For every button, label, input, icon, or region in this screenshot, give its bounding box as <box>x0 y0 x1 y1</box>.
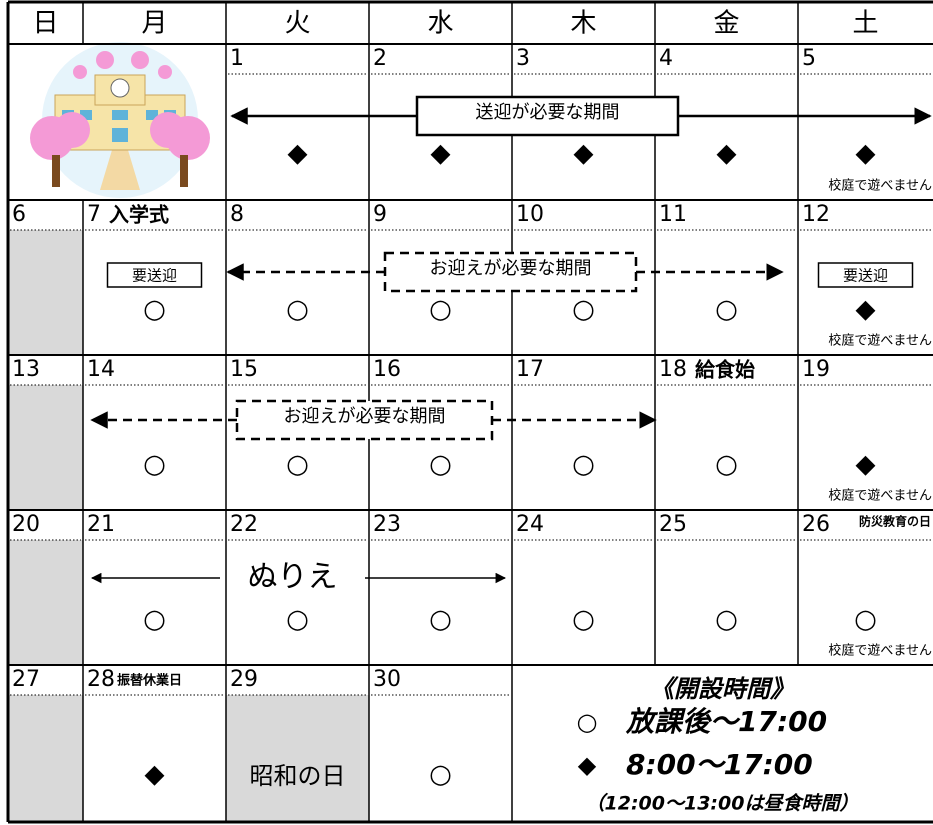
date: 10 <box>516 202 544 227</box>
weekday: 月 <box>141 9 167 39</box>
band-label: 送迎が必要な期間 <box>476 102 620 123</box>
band-box <box>383 251 638 293</box>
date: 3 <box>516 46 530 71</box>
date: 13 <box>12 357 40 382</box>
date: 22 <box>230 512 258 537</box>
mark: ○ <box>143 450 166 480</box>
date: 8 <box>230 202 244 227</box>
band-label: ぬりえ <box>248 560 338 595</box>
date: 7 <box>87 202 101 227</box>
date: 14 <box>87 357 115 382</box>
legend-title: 《開設時間》 <box>650 675 794 703</box>
closed-cell <box>8 230 83 355</box>
mark: ○ <box>429 450 452 480</box>
weekday: 木 <box>570 9 596 39</box>
mark: ○ <box>715 295 738 325</box>
mark: ○ <box>286 605 309 635</box>
event: 防災教育の日 <box>859 514 931 529</box>
mark: ○ <box>286 295 309 325</box>
date: 30 <box>373 667 401 692</box>
legend-symbol: ◆ <box>578 751 597 779</box>
mark: ○ <box>715 605 738 635</box>
mark: ○ <box>143 295 166 325</box>
date: 29 <box>230 667 258 692</box>
note: 校庭で遊べません <box>828 488 932 504</box>
weekday: 火 <box>284 9 310 39</box>
date: 17 <box>516 357 544 382</box>
band-box <box>235 399 494 441</box>
school-illustration <box>30 42 210 198</box>
closed-cell <box>226 695 369 822</box>
mark: ○ <box>286 450 309 480</box>
weekday: 水 <box>427 9 453 39</box>
band-label: お迎えが必要な期間 <box>430 258 592 279</box>
mark: ◆ <box>574 139 594 169</box>
legend-text: 放課後～17:00 <box>625 705 827 738</box>
date: 15 <box>230 357 258 382</box>
event: 振替休業日 <box>117 673 182 689</box>
mark: ○ <box>429 760 452 790</box>
date: 23 <box>373 512 401 537</box>
mark: ○ <box>572 605 595 635</box>
closed-cell <box>8 695 83 822</box>
holiday: 昭和の日 <box>250 762 346 790</box>
date: 11 <box>659 202 687 227</box>
legend-note: （12:00～13:00は昼食時間） <box>586 793 859 815</box>
note: 校庭で遊べません <box>828 333 932 349</box>
note: 校庭で遊べません <box>828 178 932 194</box>
tag: 要送迎 <box>843 267 888 285</box>
weekday: 金 <box>713 9 739 39</box>
date: 24 <box>516 512 544 537</box>
closed-cell <box>8 540 83 665</box>
date: 9 <box>373 202 387 227</box>
band-label: お迎えが必要な期間 <box>284 406 446 427</box>
date: 6 <box>12 202 26 227</box>
date: 1 <box>230 46 244 71</box>
date: 19 <box>802 357 830 382</box>
mark: ◆ <box>856 139 876 169</box>
mark: ◆ <box>856 450 876 480</box>
date: 20 <box>12 512 40 537</box>
mark: ◆ <box>856 295 876 325</box>
legend-symbol: ○ <box>577 708 598 736</box>
tag-box <box>106 262 203 288</box>
event: 入学式 <box>109 203 169 227</box>
mark: ○ <box>429 295 452 325</box>
band-box <box>415 95 680 137</box>
note: 校庭で遊べません <box>828 643 932 659</box>
date: 5 <box>802 46 816 71</box>
weekday: 土 <box>852 9 878 39</box>
tag: 要送迎 <box>132 267 177 285</box>
mark: ○ <box>572 450 595 480</box>
mark: ◆ <box>717 139 737 169</box>
tag-box <box>817 262 914 288</box>
mark: ◆ <box>431 139 451 169</box>
mark: ○ <box>429 605 452 635</box>
mark: ◆ <box>288 139 308 169</box>
weekday: 日 <box>32 9 58 39</box>
mark: ○ <box>572 295 595 325</box>
date: 21 <box>87 512 115 537</box>
date: 2 <box>373 46 387 71</box>
mark: ○ <box>854 605 877 635</box>
event: 給食始 <box>695 358 755 382</box>
legend-text: 8:00～17:00 <box>626 748 813 781</box>
date: 25 <box>659 512 687 537</box>
closed-cell <box>8 385 83 510</box>
date: 4 <box>659 46 673 71</box>
mark: ◆ <box>145 760 165 790</box>
date: 28 <box>87 667 115 692</box>
date: 16 <box>373 357 401 382</box>
date: 26 <box>802 512 830 537</box>
mark: ○ <box>143 605 166 635</box>
mark: ○ <box>715 450 738 480</box>
date: 27 <box>12 667 40 692</box>
date: 12 <box>802 202 830 227</box>
date: 18 <box>659 357 687 382</box>
